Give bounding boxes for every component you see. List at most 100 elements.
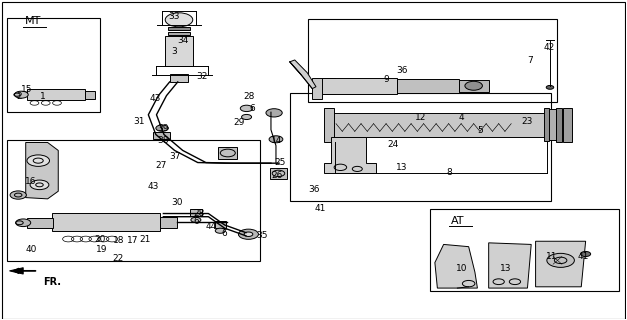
Circle shape bbox=[465, 81, 482, 90]
Bar bbox=[189, 209, 202, 216]
Bar bbox=[214, 221, 226, 228]
Text: 28: 28 bbox=[193, 209, 205, 218]
Bar bbox=[324, 108, 334, 141]
Text: 33: 33 bbox=[169, 12, 180, 21]
Text: 39: 39 bbox=[157, 124, 169, 133]
Polygon shape bbox=[26, 142, 58, 199]
Text: 4: 4 bbox=[458, 114, 464, 123]
Bar bbox=[85, 91, 95, 100]
Circle shape bbox=[30, 180, 49, 190]
Circle shape bbox=[10, 191, 26, 199]
Polygon shape bbox=[435, 244, 477, 288]
Circle shape bbox=[156, 125, 169, 131]
Text: 18: 18 bbox=[113, 236, 125, 245]
Circle shape bbox=[166, 13, 192, 27]
Bar bbox=[160, 217, 177, 228]
Polygon shape bbox=[9, 268, 23, 274]
Circle shape bbox=[547, 253, 574, 268]
Text: MT: MT bbox=[24, 16, 41, 27]
Text: 19: 19 bbox=[96, 245, 107, 254]
Circle shape bbox=[244, 232, 253, 236]
Text: 36: 36 bbox=[396, 66, 408, 75]
Circle shape bbox=[240, 105, 253, 112]
Text: 29: 29 bbox=[233, 118, 245, 127]
Bar bbox=[322, 78, 398, 94]
Text: 14: 14 bbox=[271, 136, 282, 145]
Text: 34: 34 bbox=[177, 36, 189, 45]
Text: 21: 21 bbox=[140, 235, 151, 244]
Text: 20: 20 bbox=[95, 235, 106, 244]
Text: FR.: FR. bbox=[43, 277, 61, 287]
Text: 11: 11 bbox=[546, 252, 558, 261]
Text: 9: 9 bbox=[384, 75, 389, 84]
Text: 31: 31 bbox=[134, 116, 145, 126]
Polygon shape bbox=[290, 60, 316, 89]
Polygon shape bbox=[535, 241, 586, 287]
Bar bbox=[27, 89, 85, 100]
Polygon shape bbox=[312, 78, 335, 100]
Bar bbox=[218, 147, 237, 159]
Text: 15: 15 bbox=[21, 85, 32, 94]
Bar bbox=[52, 213, 160, 231]
Text: 6: 6 bbox=[221, 229, 226, 238]
Bar bbox=[170, 74, 188, 82]
Text: 13: 13 bbox=[396, 163, 408, 172]
Bar bbox=[7, 140, 260, 261]
Circle shape bbox=[546, 85, 554, 89]
Circle shape bbox=[27, 155, 50, 166]
Text: 26: 26 bbox=[271, 171, 282, 180]
Polygon shape bbox=[324, 137, 376, 173]
Bar bbox=[169, 32, 189, 35]
Text: 24: 24 bbox=[387, 140, 399, 149]
Bar bbox=[7, 18, 100, 112]
Bar bbox=[563, 108, 572, 142]
Text: 44: 44 bbox=[206, 222, 217, 231]
Text: AT: AT bbox=[451, 216, 465, 226]
Bar bbox=[549, 109, 556, 140]
Bar bbox=[458, 80, 488, 92]
Text: 12: 12 bbox=[415, 114, 426, 123]
Polygon shape bbox=[488, 243, 531, 288]
Text: 2: 2 bbox=[16, 92, 22, 101]
Text: 28: 28 bbox=[243, 92, 255, 101]
Bar bbox=[544, 108, 549, 141]
Text: 30: 30 bbox=[171, 197, 182, 206]
Bar bbox=[169, 27, 189, 30]
Text: 41: 41 bbox=[315, 204, 326, 213]
Circle shape bbox=[266, 109, 282, 117]
Bar bbox=[270, 168, 287, 179]
Bar bbox=[431, 209, 619, 291]
Text: 7: 7 bbox=[527, 56, 533, 65]
Bar bbox=[290, 93, 551, 201]
Text: 36: 36 bbox=[308, 185, 320, 194]
Text: 17: 17 bbox=[127, 236, 139, 245]
Text: 22: 22 bbox=[112, 254, 124, 263]
Text: 13: 13 bbox=[500, 264, 512, 274]
Bar bbox=[556, 108, 562, 141]
Text: 5: 5 bbox=[477, 126, 483, 135]
Text: 3: 3 bbox=[171, 47, 177, 56]
Text: 43: 43 bbox=[150, 94, 161, 103]
Bar bbox=[308, 19, 557, 102]
Text: 6: 6 bbox=[193, 217, 199, 226]
Text: 25: 25 bbox=[275, 158, 286, 167]
Bar bbox=[331, 113, 547, 137]
Text: 8: 8 bbox=[446, 168, 452, 177]
Text: 32: 32 bbox=[196, 72, 208, 81]
Text: 43: 43 bbox=[148, 182, 159, 191]
Bar bbox=[153, 132, 171, 139]
Circle shape bbox=[16, 219, 31, 227]
Text: 27: 27 bbox=[156, 161, 167, 170]
Text: 42: 42 bbox=[544, 43, 555, 52]
Circle shape bbox=[241, 115, 251, 120]
Text: 16: 16 bbox=[24, 177, 36, 186]
Text: 37: 37 bbox=[170, 152, 181, 161]
Text: 40: 40 bbox=[26, 245, 37, 254]
Text: 1: 1 bbox=[40, 92, 45, 101]
Circle shape bbox=[581, 252, 591, 257]
Text: 41: 41 bbox=[577, 252, 589, 261]
Bar bbox=[398, 79, 458, 93]
Bar bbox=[27, 218, 53, 228]
Circle shape bbox=[238, 229, 258, 239]
Circle shape bbox=[215, 228, 225, 233]
